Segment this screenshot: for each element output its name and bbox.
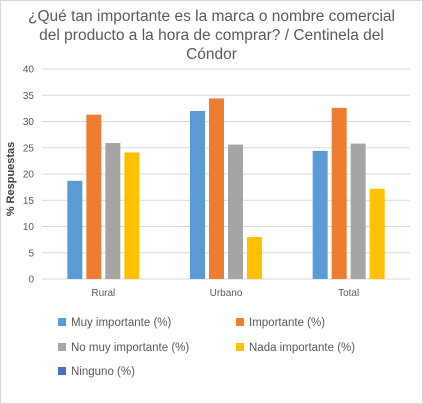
- x-tick-label: Total: [338, 288, 359, 299]
- y-tick-label: 5: [28, 248, 34, 259]
- bar-rural-4: [124, 152, 140, 279]
- y-tick-label: 25: [23, 143, 35, 154]
- x-tick-label: Rural: [91, 288, 115, 299]
- y-tick-label: 20: [23, 170, 35, 181]
- chart-title: ¿Qué tan importante es la marca o nombre…: [28, 8, 395, 63]
- y-tick-label: 0: [28, 275, 34, 286]
- legend-swatch: [58, 318, 66, 326]
- legend-swatch: [58, 367, 66, 375]
- y-tick-label: 30: [23, 117, 35, 128]
- x-tick-labels: Rural Urbano Total: [91, 288, 359, 299]
- bars: [67, 98, 385, 280]
- y-tick-labels: 0 5 10 15 20 25 30 35 40: [23, 65, 35, 286]
- legend-swatch: [58, 343, 66, 351]
- bar-rural-1: [67, 180, 83, 279]
- bar-urbano-4: [247, 237, 262, 279]
- bar-total-1: [312, 150, 328, 279]
- bar-total-2: [331, 107, 347, 279]
- bar-total-4: [369, 188, 385, 279]
- gridlines: [42, 68, 410, 280]
- legend-label: Importante (%): [249, 317, 325, 329]
- legend: Muy importante (%) Importante (%) No muy i…: [58, 317, 355, 378]
- legend-label: Nada importante (%): [249, 342, 355, 354]
- bar-total-3: [350, 143, 366, 279]
- y-tick-label: 40: [23, 65, 35, 76]
- bar-urbano-3: [228, 144, 243, 279]
- bar-rural-2: [86, 114, 102, 279]
- bar-urbano-2: [209, 98, 224, 280]
- legend-label: Ninguno (%): [71, 366, 135, 378]
- bar-rural-3: [105, 143, 121, 279]
- y-tick-label: 15: [23, 196, 35, 207]
- legend-swatch: [236, 343, 244, 351]
- y-tick-label: 35: [23, 91, 35, 102]
- x-tick-label: Urbano: [210, 288, 243, 299]
- legend-swatch: [236, 318, 244, 326]
- legend-label: Muy importante (%): [71, 317, 172, 329]
- bar-urbano-1: [190, 111, 205, 279]
- legend-label: No muy importante (%): [71, 342, 189, 354]
- y-tick-label: 10: [23, 222, 35, 233]
- y-axis-label: % Respuestas: [5, 142, 17, 217]
